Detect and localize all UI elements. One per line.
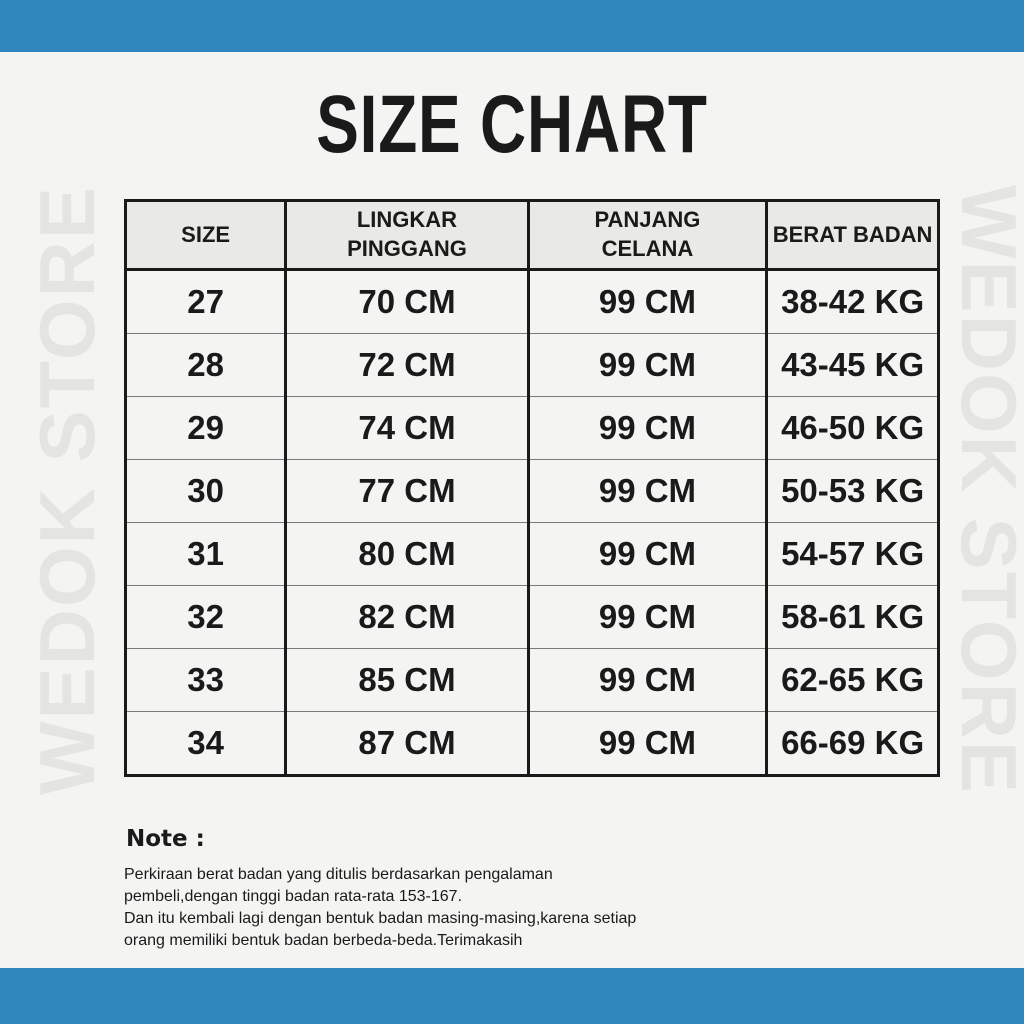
table-cell: 58-61 KG [765, 585, 940, 649]
table-cell: 30 [123, 459, 288, 523]
bottom-banner [0, 968, 1024, 1024]
table-cell: 46-50 KG [765, 396, 940, 460]
table-cell: 99 CM [526, 585, 769, 649]
size-table: SIZE LINGKAR PINGGANG PANJANG CELANA BERAT … [123, 199, 940, 777]
table-cell: 31 [123, 522, 288, 586]
table-cell: 99 CM [526, 648, 769, 712]
table-row: 31 80 CM 99 CM 54-57 KG [123, 522, 940, 586]
table-cell: 29 [123, 396, 288, 460]
column-header: PANJANG CELANA [526, 199, 769, 271]
note-line: Perkiraan berat badan yang ditulis berda… [124, 866, 553, 883]
table-cell: 33 [123, 648, 288, 712]
table-cell: 80 CM [284, 522, 530, 586]
top-banner [0, 0, 1024, 52]
table-row: 30 77 CM 99 CM 50-53 KG [123, 459, 940, 523]
table-cell: 54-57 KG [765, 522, 940, 586]
table-cell: 32 [123, 585, 288, 649]
table-row: 27 70 CM 99 CM 38-42 KG [123, 269, 940, 334]
table-cell: 77 CM [284, 459, 530, 523]
table-cell: 43-45 KG [765, 333, 940, 397]
column-header: BERAT BADAN [765, 199, 940, 271]
note-heading: Note : [126, 826, 205, 852]
watermark-right: WEDOK STORE [945, 185, 1024, 795]
note-text: Perkiraan berat badan yang ditulis berda… [124, 864, 744, 952]
table-cell: 74 CM [284, 396, 530, 460]
table-cell: 70 CM [284, 269, 530, 334]
table-cell: 62-65 KG [765, 648, 940, 712]
table-cell: 38-42 KG [765, 269, 940, 334]
table-cell: 99 CM [526, 711, 769, 776]
table-cell: 34 [123, 711, 288, 776]
table-cell: 82 CM [284, 585, 530, 649]
note-line: Dan itu kembali lagi dengan bentuk badan… [124, 910, 637, 927]
table-row: 34 87 CM 99 CM 66-69 KG [123, 711, 940, 776]
table-cell: 99 CM [526, 522, 769, 586]
table-row: 32 82 CM 99 CM 58-61 KG [123, 585, 940, 649]
note-line: orang memiliki bentuk badan berbeda-beda… [124, 932, 523, 949]
page-title: SIZE CHART [316, 79, 708, 170]
table-cell: 99 CM [526, 333, 769, 397]
table-row: 33 85 CM 99 CM 62-65 KG [123, 648, 940, 712]
table-cell: 27 [123, 269, 288, 334]
table-cell: 50-53 KG [765, 459, 940, 523]
table-cell: 72 CM [284, 333, 530, 397]
column-header: SIZE [123, 199, 288, 271]
note-line: pembeli,dengan tinggi badan rata-rata 15… [124, 888, 463, 905]
table-cell: 99 CM [526, 269, 769, 334]
table-cell: 85 CM [284, 648, 530, 712]
table-cell: 87 CM [284, 711, 530, 776]
table-header: SIZE LINGKAR PINGGANG PANJANG CELANA BERAT … [123, 199, 940, 271]
table-cell: 66-69 KG [765, 711, 940, 776]
table-row: 29 74 CM 99 CM 46-50 KG [123, 396, 940, 460]
table-cell: 28 [123, 333, 288, 397]
watermark-left: WEDOK STORE [23, 185, 111, 795]
column-header: LINGKAR PINGGANG [284, 199, 530, 271]
table-cell: 99 CM [526, 396, 769, 460]
table-cell: 99 CM [526, 459, 769, 523]
table-row: 28 72 CM 99 CM 43-45 KG [123, 333, 940, 397]
